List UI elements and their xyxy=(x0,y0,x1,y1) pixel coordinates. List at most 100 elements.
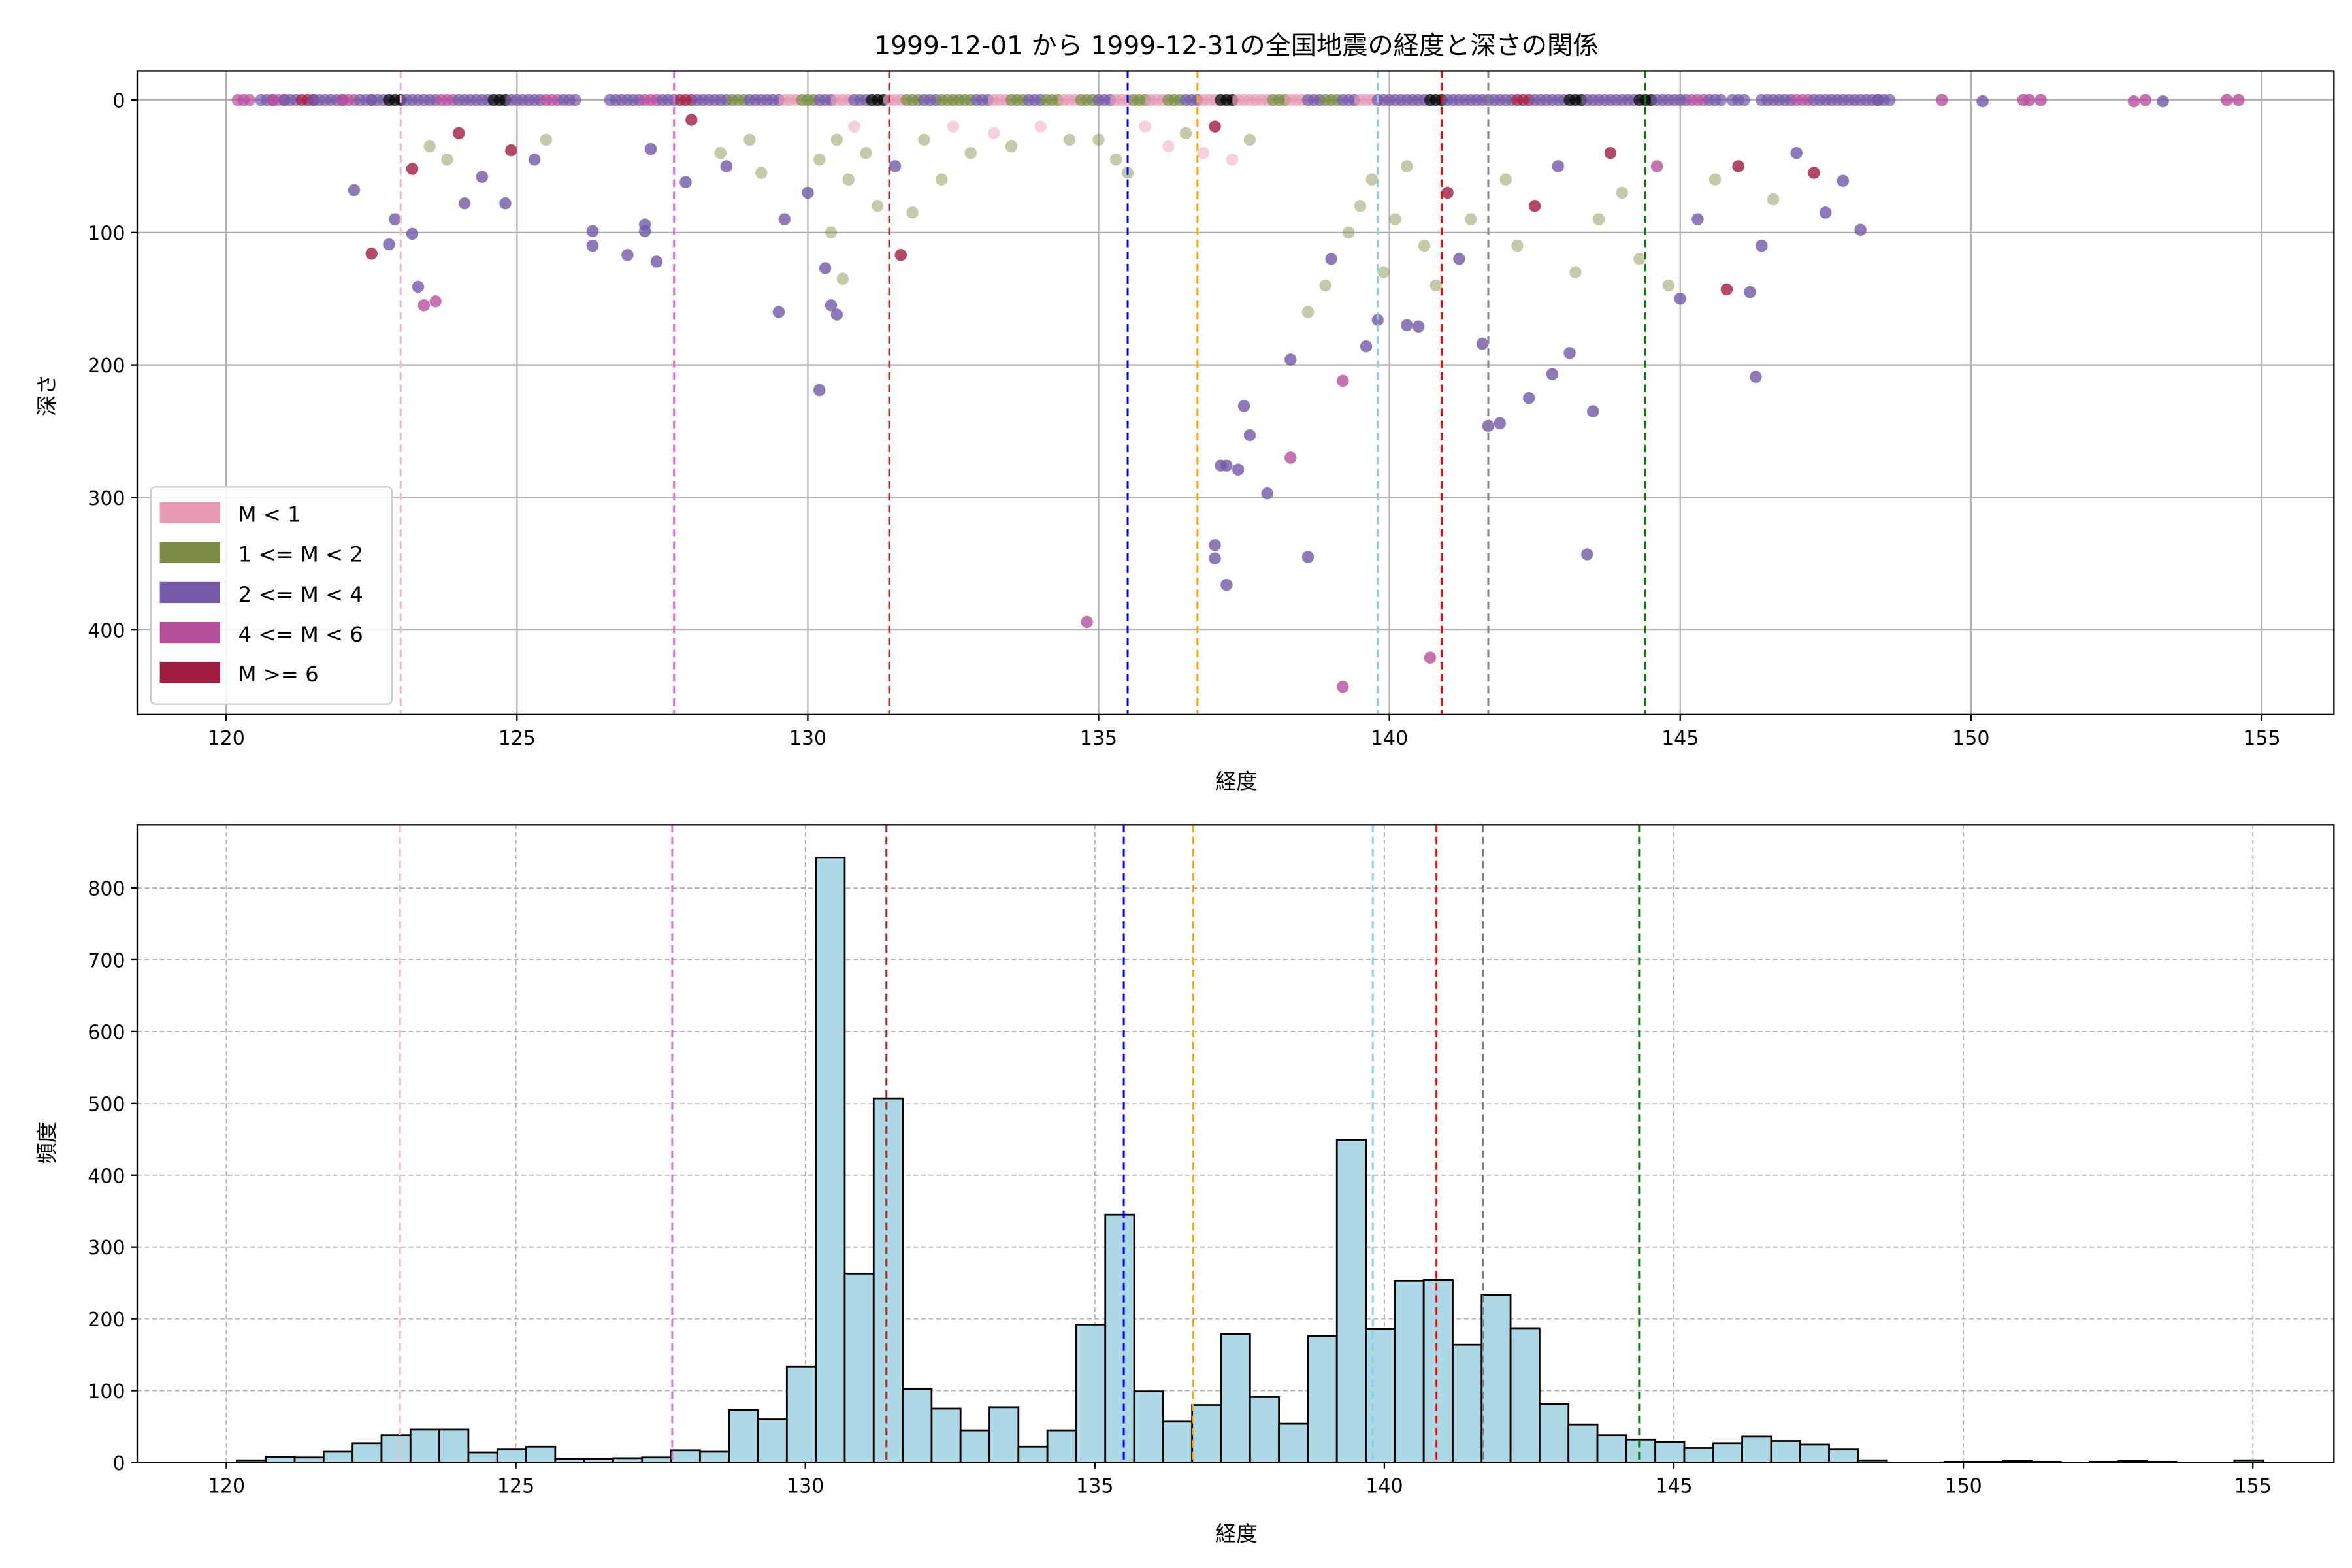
histogram-bar xyxy=(1539,1403,1570,1463)
scatter-point xyxy=(1744,286,1756,299)
scatter-point xyxy=(778,213,791,225)
x-tick-label: 135 xyxy=(1076,1475,1113,1498)
histogram-bar xyxy=(1307,1335,1338,1463)
scatter-point xyxy=(1243,429,1256,442)
legend-swatch xyxy=(159,662,220,683)
y-tick-label: 800 xyxy=(88,878,125,901)
scatter-point xyxy=(1418,239,1431,252)
histogram-bar xyxy=(1712,1442,1743,1463)
legend-swatch xyxy=(159,621,220,644)
scatter-point xyxy=(243,93,256,106)
histogram-bar xyxy=(322,1450,354,1463)
scatter-point xyxy=(638,225,651,238)
scatter-point xyxy=(441,154,453,166)
scatter-point xyxy=(1389,213,1401,225)
scatter-point xyxy=(830,308,843,321)
scatter-point xyxy=(476,171,489,183)
scatter-point xyxy=(1325,253,1337,265)
y-tick-label: 200 xyxy=(88,355,125,378)
scatter-point xyxy=(2139,93,2152,106)
scatter-point xyxy=(894,249,907,261)
y-tick-label: 400 xyxy=(88,620,125,643)
scatter-point xyxy=(755,167,768,179)
histogram-bar xyxy=(1596,1434,1627,1463)
histogram-bar xyxy=(785,1365,817,1463)
scatter-point xyxy=(1365,173,1379,186)
scatter-point xyxy=(830,133,843,146)
scatter-point xyxy=(365,248,378,260)
scatter-point xyxy=(406,163,419,175)
histogram-ylabel: 頻度 xyxy=(35,1122,59,1164)
scatter-point xyxy=(2023,93,2036,106)
scatter-point xyxy=(1429,279,1443,292)
scatter-point xyxy=(1476,337,1489,350)
histogram-bar xyxy=(1799,1443,1830,1463)
scatter-point xyxy=(389,213,401,225)
scatter-point xyxy=(569,93,581,106)
scatter-point xyxy=(1511,239,1524,252)
scatter-point xyxy=(2127,95,2140,108)
histogram-bar xyxy=(380,1434,412,1463)
scatter-point xyxy=(1401,319,1413,331)
scatter-point xyxy=(621,249,634,261)
legend-label: 4 <= M < 6 xyxy=(238,622,363,647)
scatter-point xyxy=(1708,173,1722,186)
scatter-point xyxy=(889,160,902,172)
scatter-point xyxy=(1546,368,1559,380)
scatter-point xyxy=(1883,93,1896,106)
scatter-point xyxy=(1220,459,1233,472)
scatter-point xyxy=(988,127,1000,139)
histogram-bar xyxy=(1422,1279,1454,1463)
x-tick-label: 120 xyxy=(208,727,245,750)
scatter-point xyxy=(586,225,599,238)
histogram-bar xyxy=(1335,1139,1367,1463)
x-tick-label: 140 xyxy=(1365,1475,1403,1498)
scatter-point xyxy=(1284,451,1297,464)
scatter-point xyxy=(1360,340,1373,353)
x-tick-label: 130 xyxy=(787,1475,824,1498)
scatter-point xyxy=(1633,253,1646,265)
histogram-bar xyxy=(902,1388,933,1463)
scatter-point xyxy=(540,133,553,146)
x-tick-label: 130 xyxy=(789,727,826,750)
histogram-bar xyxy=(1828,1448,1859,1463)
scatter-point xyxy=(2232,93,2245,106)
scatter-point xyxy=(1756,239,1768,252)
scatter-point xyxy=(906,206,919,219)
histogram-bar xyxy=(757,1418,788,1463)
histogram-bar xyxy=(728,1409,759,1463)
y-tick-label: 100 xyxy=(88,222,125,245)
scatter-point xyxy=(1586,405,1599,417)
histogram-bar xyxy=(1017,1445,1049,1463)
scatter-point xyxy=(720,160,733,172)
scatter-point xyxy=(1616,186,1628,199)
histogram-bar xyxy=(1480,1294,1512,1463)
scatter-point xyxy=(872,200,884,212)
scatter-point xyxy=(1337,374,1349,387)
histogram-bar xyxy=(1365,1328,1396,1463)
x-tick-label: 150 xyxy=(1944,1475,1982,1498)
y-tick-label: 100 xyxy=(88,1380,125,1403)
histogram-bar xyxy=(1452,1343,1483,1463)
scatter-point xyxy=(1412,320,1425,333)
scatter-point xyxy=(1581,548,1593,561)
legend-swatch xyxy=(159,581,220,604)
scatter-point xyxy=(1232,463,1245,476)
scatter-point xyxy=(505,144,517,157)
scatter-point xyxy=(1720,283,1733,296)
scatter-plot: 120 125 130 135 140 145 150 155 0 100 200 300 400 M <… xyxy=(88,70,2335,750)
scatter-point xyxy=(1936,93,1948,106)
plot-frame xyxy=(136,824,2335,1463)
histogram-bar xyxy=(525,1445,557,1463)
scatter-point xyxy=(1034,120,1047,133)
scatter-point xyxy=(825,226,838,239)
scatter-point xyxy=(348,184,361,197)
scatter-point xyxy=(1109,154,1122,166)
scatter-point xyxy=(1750,370,1762,384)
scatter-point xyxy=(417,299,431,312)
histogram-bar xyxy=(1046,1429,1077,1463)
histogram-bar xyxy=(1133,1390,1164,1463)
scatter-point xyxy=(2221,93,2233,106)
histogram-bar xyxy=(293,1456,325,1463)
